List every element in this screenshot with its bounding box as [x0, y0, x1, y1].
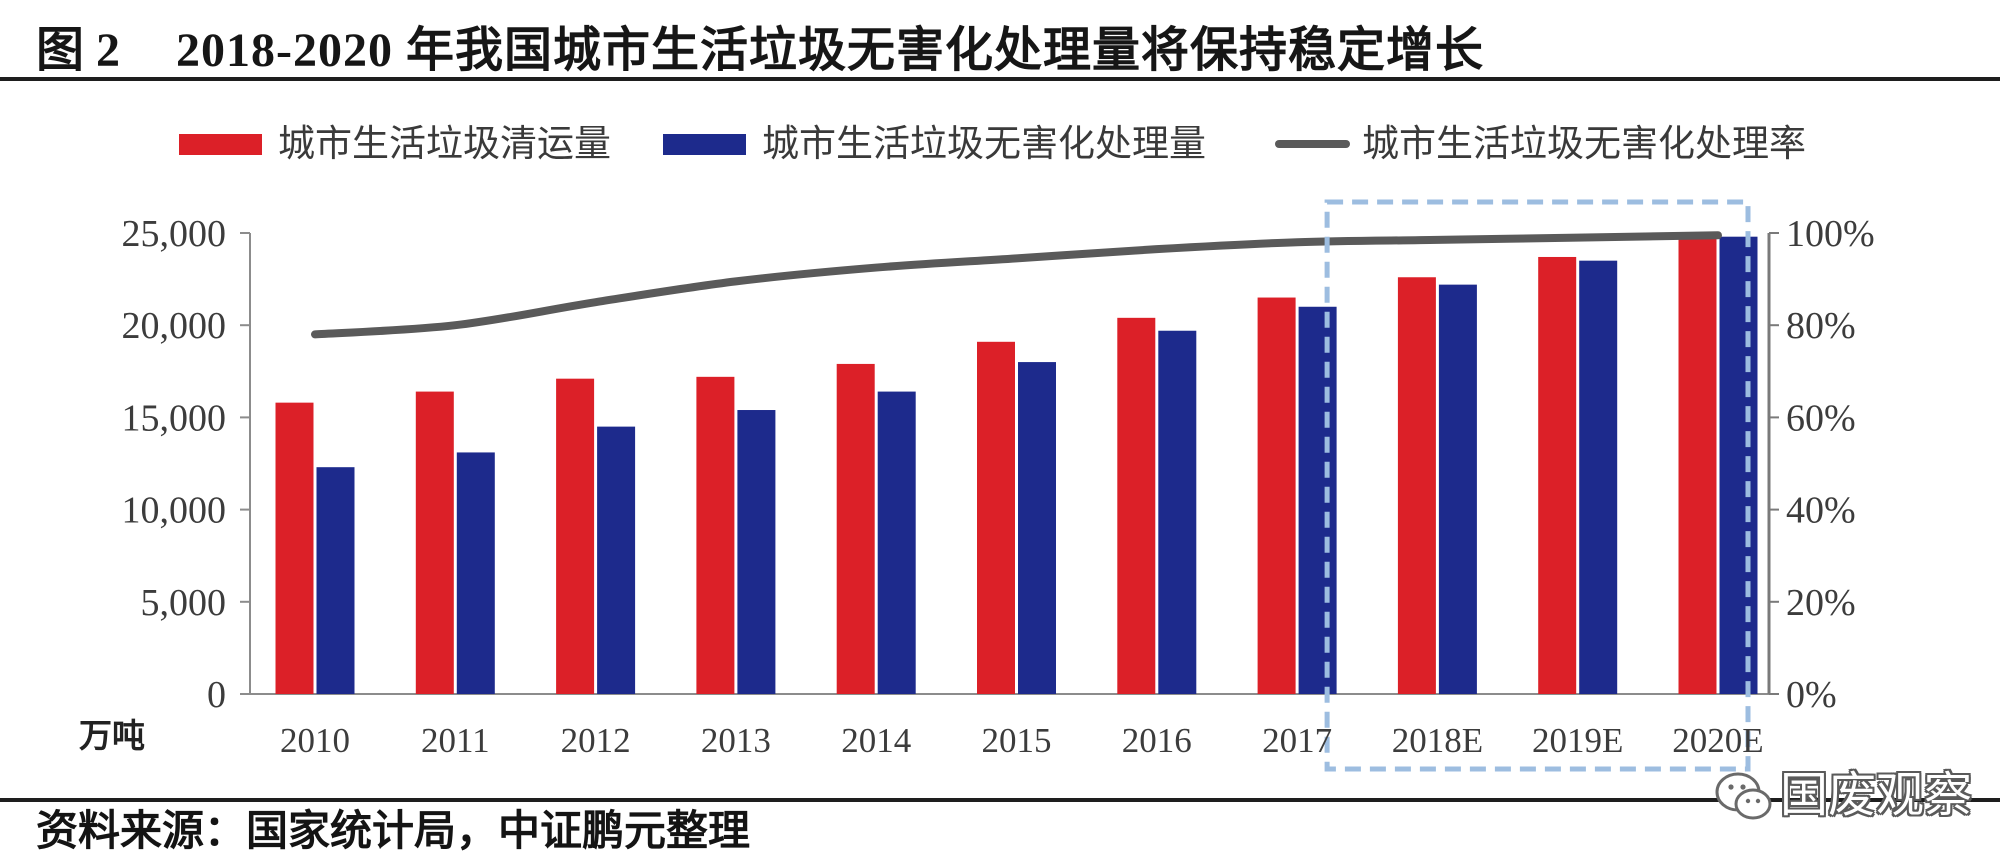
- legend-label-treatment-volume: 城市生活垃圾无害化处理量: [762, 122, 1206, 165]
- clearance-volume-bar-2015: [977, 341, 1015, 694]
- treatment-volume-bar-2013: [737, 410, 776, 694]
- legend-swatch-treatment-rate: [1275, 140, 1350, 148]
- right-axis-tick-label: 20%: [1786, 582, 1856, 624]
- treatment-volume-bar-2018E: [1438, 284, 1477, 694]
- clearance-volume-bar-2017: [1257, 297, 1296, 694]
- legend-label-treatment-rate: 城市生活垃圾无害化处理率: [1362, 122, 1806, 165]
- right-axis-tick-label: 60%: [1786, 397, 1856, 439]
- right-axis-tick-label: 80%: [1786, 305, 1856, 347]
- treatment-rate-line: [311, 231, 1722, 339]
- legend-swatch-clearance-volume: [179, 133, 262, 155]
- clearance-volume-bar-2013: [696, 376, 735, 694]
- x-axis-category-label: 2015: [982, 721, 1052, 760]
- treatment-volume-bar-2010: [316, 467, 355, 694]
- treatment-volume-bar-2017: [1298, 306, 1337, 694]
- left-axis-tick-label: 0: [207, 674, 226, 716]
- x-axis-category-label: 2019E: [1532, 721, 1623, 760]
- left-axis-tick-label: 10,000: [122, 490, 227, 532]
- clearance-volume-bar-2018E: [1397, 277, 1436, 694]
- left-axis-tick-label: 25,000: [122, 213, 227, 255]
- title-divider: [0, 77, 2000, 81]
- source-divider: [0, 798, 2000, 802]
- x-axis-category-label: 2011: [421, 721, 490, 760]
- x-axis-category-label: 2017: [1262, 721, 1332, 760]
- x-axis-category-label: 2020E: [1672, 721, 1763, 760]
- x-axis-category-label: 2016: [1122, 721, 1192, 760]
- clearance-volume-bar-2012: [556, 378, 595, 694]
- treatment-volume-bar-2012: [597, 426, 636, 694]
- treatment-volume-bar-2011: [456, 452, 495, 694]
- figure-label: 图 2: [36, 24, 121, 77]
- treatment-volume-bar-2014: [877, 391, 916, 694]
- treatment-volume-bar-2020E: [1719, 236, 1758, 695]
- x-axis-category-label: 2013: [701, 721, 771, 760]
- left-axis-tick-label: 5,000: [141, 582, 227, 624]
- legend-label-clearance-volume: 城市生活垃圾清运量: [278, 122, 611, 165]
- x-axis-category-label: 2018E: [1392, 721, 1483, 760]
- chart-title-text: 2018-2020 年我国城市生活垃圾无害化处理量将保持稳定增长: [176, 24, 1485, 77]
- right-axis-tick-label: 100%: [1786, 213, 1875, 255]
- watermark-text: 国废观察: [1780, 767, 1973, 823]
- treatment-volume-bar-2015: [1018, 362, 1056, 694]
- clearance-volume-bar-2019E: [1538, 256, 1577, 694]
- clearance-volume-bar-2020E: [1678, 234, 1717, 694]
- right-axis-tick-label: 0%: [1786, 674, 1837, 716]
- clearance-volume-bar-2016: [1117, 317, 1156, 694]
- clearance-volume-bar-2010: [275, 402, 314, 694]
- legend-swatch-treatment-volume: [663, 133, 746, 155]
- legend-item-clearance-volume: 城市生活垃圾清运量: [179, 121, 611, 167]
- left-axis-tick-label: 20,000: [122, 305, 227, 347]
- treatment-volume-bar-2019E: [1579, 260, 1618, 694]
- wechat-icon: [1715, 772, 1772, 820]
- treatment-volume-bar-2016: [1158, 330, 1197, 694]
- chart-title: 图 2 2018-2020 年我国城市生活垃圾无害化处理量将保持稳定增长: [36, 22, 1484, 80]
- forecast-highlight-box: [1324, 199, 1751, 772]
- clearance-volume-bar-2011: [415, 391, 454, 694]
- clearance-volume-bar-2014: [836, 363, 875, 694]
- legend-item-treatment-rate: 城市生活垃圾无害化处理率: [1275, 121, 1806, 167]
- y-axis-unit-label: 万吨: [79, 716, 145, 755]
- left-axis-tick-label: 15,000: [122, 397, 227, 439]
- x-axis-category-label: 2014: [841, 721, 911, 760]
- source-note: 资料来源：国家统计局，中证鹏元整理: [36, 806, 751, 855]
- x-axis-category-label: 2012: [561, 721, 631, 760]
- x-axis-category-label: 2010: [280, 721, 350, 760]
- right-axis-tick-label: 40%: [1786, 490, 1856, 532]
- legend-item-treatment-volume: 城市生活垃圾无害化处理量: [663, 121, 1206, 167]
